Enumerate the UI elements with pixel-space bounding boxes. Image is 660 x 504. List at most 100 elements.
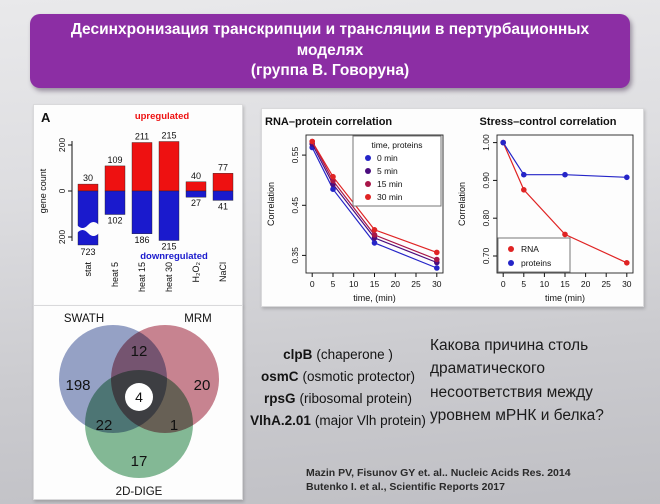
down-value: 102 xyxy=(107,216,122,226)
series-line xyxy=(311,143,438,264)
rna-protein-correlation-chart: RNA–protein correlation 0 5 10 15 20 25 30 0.35 0… xyxy=(262,109,453,306)
category-label: NaCl xyxy=(218,262,228,282)
series-line xyxy=(502,142,628,264)
up-value: 109 xyxy=(107,155,122,165)
citation-line: Mazin PV, Fisunov GY et. al.. Nucleic Ac… xyxy=(306,467,571,479)
venn-center-count: 4 xyxy=(135,389,143,405)
category-label: heat 15 xyxy=(137,262,147,292)
venn-count: 198 xyxy=(65,377,90,394)
data-point xyxy=(371,240,378,246)
data-point xyxy=(434,256,440,263)
y-tick: 0 xyxy=(57,188,67,193)
citation-line: Butenko I. et al., Scientific Reports 20… xyxy=(306,481,505,494)
y-tick: 0.90 xyxy=(481,172,491,189)
venn-count: 12 xyxy=(131,343,148,360)
slide-title: Десинхронизация транскрипции и трансляци… xyxy=(70,21,590,59)
data-point xyxy=(434,265,440,271)
data-point xyxy=(562,231,568,238)
gene-desc: (ribosomal protein) xyxy=(299,390,413,406)
category-label: heat 30 xyxy=(164,262,174,292)
down-value: 215 xyxy=(161,241,176,251)
bar-group: 215 215 heat 30 xyxy=(158,131,180,292)
gene-desc: (osmotic protector) xyxy=(302,368,416,384)
category-label: H₂O₂ xyxy=(191,262,201,283)
venn-set-label: SWATH xyxy=(64,313,104,325)
y-tick: 0.70 xyxy=(481,247,491,264)
data-point xyxy=(624,260,630,266)
down-value: 723 xyxy=(80,247,95,257)
legend-label: 15 min xyxy=(377,179,403,189)
line-chart-svg: Stress–control correlation 0 5 10 15 20 25 30 0.… xyxy=(457,116,634,303)
category-label: stat xyxy=(83,262,93,277)
up-value: 40 xyxy=(191,171,201,181)
gene-list-item: clpB (chaperone ) xyxy=(248,344,428,366)
x-axis-label: time, (min) xyxy=(353,293,396,303)
data-point xyxy=(562,171,568,178)
up-value: 211 xyxy=(135,132,149,142)
legend-label: 5 min xyxy=(377,166,398,176)
gene-name: clpB xyxy=(283,347,313,362)
legend-label: 30 min xyxy=(377,192,403,202)
up-value: 30 xyxy=(83,173,93,183)
legend-title: time, proteins xyxy=(371,140,422,150)
x-tick: 10 xyxy=(349,279,359,289)
gene-list: clpB (chaperone ) osmC (osmotic protector)… xyxy=(248,344,428,431)
citations: Mazin PV, Fisunov GY et. al.. Nucleic Ac… xyxy=(306,466,646,494)
chart-title: Stress–control correlation xyxy=(480,116,617,128)
bar-group: 77 41 NaCl xyxy=(212,162,234,282)
x-tick: 20 xyxy=(581,279,591,289)
question-text: Какова причина столь драматического несо… xyxy=(430,337,604,424)
x-tick: 30 xyxy=(622,279,632,289)
x-tick: 10 xyxy=(540,279,550,289)
data-point xyxy=(371,232,378,238)
chart-title: RNA–protein correlation xyxy=(265,116,392,128)
y-tick: 200 xyxy=(57,230,67,244)
data-point xyxy=(521,187,527,193)
slide-title-banner: Десинхронизация транскрипции и трансляци… xyxy=(30,14,630,88)
venn-diagram: SWATH 198 MRM 20 2D-DIGE 17 12 22 1 4 xyxy=(34,306,242,499)
y-tick: 0.45 xyxy=(290,197,300,214)
x-tick: 0 xyxy=(310,279,315,289)
venn-count: 20 xyxy=(194,377,211,394)
stress-control-correlation-chart: Stress–control correlation 0 5 10 15 20 25 30 0.… xyxy=(453,109,643,306)
series-line xyxy=(502,142,627,178)
y-tick: 0.80 xyxy=(481,210,491,227)
gene-name: rpsG xyxy=(263,390,296,406)
up-value: 77 xyxy=(218,162,228,172)
up-value: 215 xyxy=(161,131,176,141)
down-value: 41 xyxy=(218,201,228,211)
gene-list-item: rpsG (ribosomal protein) xyxy=(248,388,428,410)
axis-break xyxy=(77,222,99,236)
x-tick: 30 xyxy=(432,279,442,289)
x-tick: 5 xyxy=(331,279,336,289)
legend-label: RNA xyxy=(521,244,539,254)
gene-name: osmC xyxy=(260,368,299,384)
x-tick: 25 xyxy=(601,279,611,289)
x-tick: 20 xyxy=(391,279,401,289)
down-value: 27 xyxy=(191,198,201,208)
data-point xyxy=(330,173,336,180)
data-point xyxy=(330,186,336,192)
series-line xyxy=(311,141,438,261)
y-tick: 1.00 xyxy=(481,134,491,151)
x-tick: 15 xyxy=(370,279,380,289)
venn-count: 1 xyxy=(170,417,178,434)
bar-group: 40 27 H₂O₂ xyxy=(185,171,207,283)
y-tick: 0.35 xyxy=(290,247,300,264)
gene-desc: (major Vlh protein) xyxy=(314,412,426,428)
panel-label: A xyxy=(41,110,51,125)
data-point xyxy=(500,139,506,146)
bar-group: 211 186 heat 15 xyxy=(131,132,153,292)
gene-list-item: osmC (osmotic protector) xyxy=(248,366,428,388)
venn-svg: SWATH 198 MRM 20 2D-DIGE 17 12 22 1 4 xyxy=(59,313,219,498)
downregulated-label: downregulated xyxy=(140,251,208,262)
y-axis-label: gene count xyxy=(38,168,48,213)
legend-box xyxy=(497,237,571,273)
data-point xyxy=(624,174,630,181)
data-point xyxy=(521,171,527,178)
venn-set-label: MRM xyxy=(184,313,211,325)
x-tick: 15 xyxy=(560,279,570,289)
